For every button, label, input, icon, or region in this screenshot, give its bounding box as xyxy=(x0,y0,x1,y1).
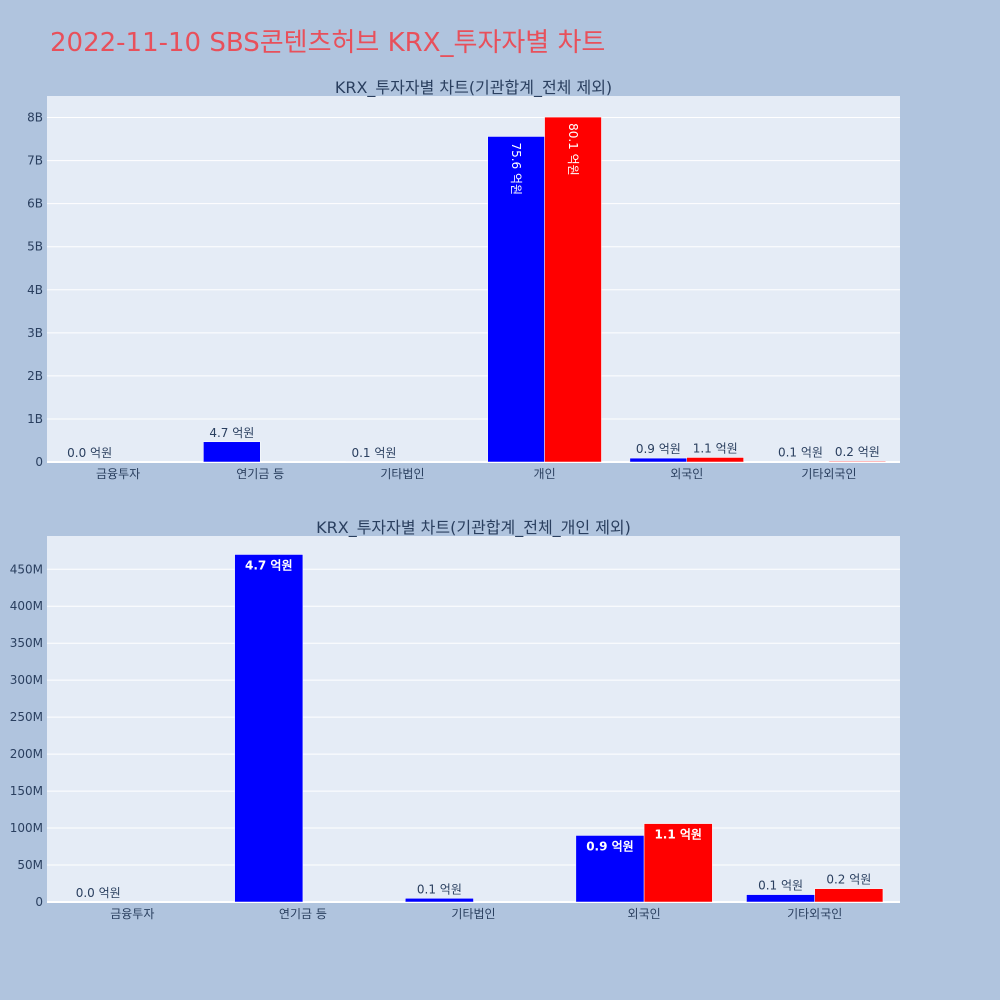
bar-개인-1 xyxy=(544,116,602,463)
x-tick-label: 기타외국인 xyxy=(801,467,856,481)
x-tick-label: 기타외국인 xyxy=(787,907,842,921)
bar-기타법인-0 xyxy=(405,898,474,903)
x-tick-label: 외국인 xyxy=(628,907,661,921)
y-tick-label: 6B xyxy=(27,197,43,211)
data-label: 0.1 억원 xyxy=(417,882,462,896)
y-tick-label: 50M xyxy=(17,858,43,872)
y-tick-label: 100M xyxy=(10,821,43,835)
data-label: 0.0 억원 xyxy=(76,886,121,900)
x-tick-label: 기타법인 xyxy=(380,467,424,481)
y-tick-label: 4B xyxy=(27,283,43,297)
plot-area xyxy=(47,536,900,902)
data-label: 4.7 억원 xyxy=(245,558,293,572)
y-tick-label: 450M xyxy=(10,562,43,576)
x-tick-label: 외국인 xyxy=(670,467,703,481)
chart-title: KRX_투자자별 차트(기관합계_전체_개인 제외) xyxy=(316,518,631,538)
data-label: 0.9 억원 xyxy=(636,442,681,456)
chart-title: KRX_투자자별 차트(기관합계_전체 제외) xyxy=(335,78,612,98)
y-tick-label: 0 xyxy=(35,455,43,469)
bar-외국인-1 xyxy=(686,457,744,463)
data-label: 0.1 억원 xyxy=(778,446,823,460)
y-tick-label: 150M xyxy=(10,784,43,798)
chart-investor-excl-individual: KRX_투자자별 차트(기관합계_전체_개인 제외) 0 50M 100M 150M 20… xyxy=(10,518,900,921)
bar-외국인-0 xyxy=(575,835,645,903)
bar-기타외국인-1 xyxy=(814,888,884,903)
y-tick-label: 400M xyxy=(10,599,43,613)
data-label: 0.0 억원 xyxy=(67,446,112,460)
data-label: 0.1 억원 xyxy=(758,879,803,893)
data-label: 0.9 억원 xyxy=(586,839,634,853)
y-tick-label: 8B xyxy=(27,111,43,125)
y-tick-label: 200M xyxy=(10,747,43,761)
bar-연기금 등-0 xyxy=(234,554,304,903)
y-tick-label: 300M xyxy=(10,673,43,687)
data-label: 0.1 억원 xyxy=(351,446,396,460)
x-tick-label: 개인 xyxy=(534,467,556,481)
data-label: 75.6 억원 xyxy=(509,142,523,195)
x-tick-label: 연기금 등 xyxy=(279,907,327,921)
y-tick-label: 7B xyxy=(27,154,43,168)
bar-외국인-1 xyxy=(643,823,713,903)
x-tick-label: 금융투자 xyxy=(96,467,140,481)
y-tick-label: 5B xyxy=(27,240,43,254)
bar-외국인-0 xyxy=(629,457,688,463)
y-tick-label: 350M xyxy=(10,636,43,650)
y-tick-label: 250M xyxy=(10,710,43,724)
page-title: 2022-11-10 SBS콘텐츠허브 KRX_투자자별 차트 xyxy=(50,28,606,58)
data-label: 1.1 억원 xyxy=(654,828,702,842)
x-tick-label: 금융투자 xyxy=(110,907,154,921)
data-label: 1.1 억원 xyxy=(693,441,738,455)
y-tick-label: 3B xyxy=(27,326,43,340)
x-tick-label: 기타법인 xyxy=(451,907,495,921)
y-tick-label: 1B xyxy=(27,412,43,426)
bar-기타외국인-0 xyxy=(746,894,815,903)
chart-investor-all: KRX_투자자별 차트(기관합계_전체 제외) 0 1B 2B 3B 4B 5B 6B 7B 8B… xyxy=(27,78,900,481)
data-label: 0.2 억원 xyxy=(826,873,871,887)
y-tick-label: 0 xyxy=(35,895,43,909)
data-label: 80.1 억원 xyxy=(566,123,580,176)
plot-area xyxy=(47,96,900,462)
x-tick-label: 연기금 등 xyxy=(236,467,284,481)
bar-기타외국인-1 xyxy=(828,460,887,463)
bar-연기금 등-0 xyxy=(203,441,261,463)
data-label: 0.2 억원 xyxy=(835,445,880,459)
data-label: 4.7 억원 xyxy=(209,426,254,440)
y-tick-label: 2B xyxy=(27,369,43,383)
